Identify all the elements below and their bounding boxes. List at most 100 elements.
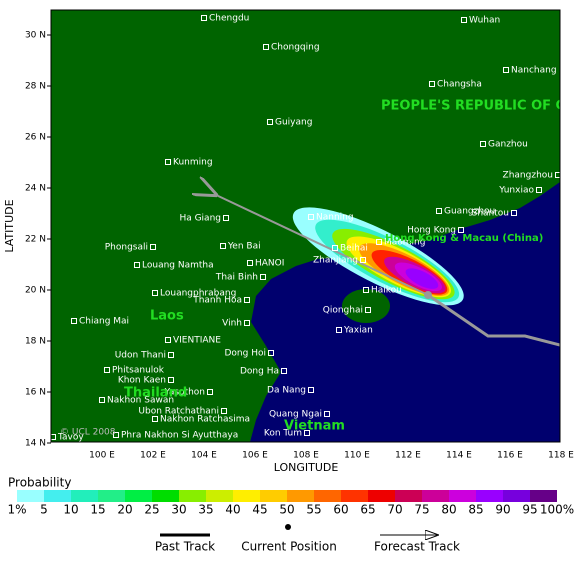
city-marker <box>247 260 253 266</box>
region-label: Hong Kong & Macau (China) <box>385 233 543 244</box>
lat-tick-label: 18 N <box>25 337 46 347</box>
city-marker <box>363 287 369 293</box>
lon-tick-label: 110 E <box>344 451 370 461</box>
city-label: Louangphrabang <box>160 289 236 299</box>
city-marker <box>260 274 266 280</box>
legend-item: Past Track <box>155 540 215 554</box>
colorbar-label: 100% <box>540 503 574 517</box>
lon-tick-label: 100 E <box>89 451 115 461</box>
city-label: Da Nang <box>267 386 306 396</box>
copyright: © UCL 2008 <box>60 428 116 438</box>
city-label: HANOI <box>255 259 284 269</box>
city-marker <box>207 389 213 395</box>
city-label: Zhanjiang <box>313 256 358 266</box>
city-marker <box>104 367 110 373</box>
hainan <box>342 289 390 323</box>
city-marker <box>165 159 171 165</box>
forecast-track <box>214 194 429 296</box>
city-label: VIENTIANE <box>173 336 221 346</box>
colorbar-cell <box>260 490 287 502</box>
x-axis-title: LONGITUDE <box>274 461 339 474</box>
city-label: Khon Kaen <box>118 376 166 386</box>
city-marker <box>332 245 338 251</box>
colorbar-cell <box>368 490 395 502</box>
colorbar-label: 5 <box>40 503 48 517</box>
lon-tick-label: 118 E <box>548 451 574 461</box>
city-label: Zhangzhou <box>503 171 553 181</box>
city-label: Dong Hoi <box>225 349 267 359</box>
city-label: Phra Nakhon Si Ayutthaya <box>121 431 238 441</box>
city-label: Guiyang <box>275 118 312 128</box>
city-marker <box>268 350 274 356</box>
colorbar-label: 75 <box>414 503 429 517</box>
city-label: Maoming <box>384 238 425 248</box>
city-label: Qionghai <box>323 306 363 316</box>
city-label: Thanh Hoa <box>192 296 242 306</box>
sea <box>250 182 560 442</box>
city-label: Wuhan <box>469 16 500 26</box>
colorbar-label: 80 <box>441 503 456 517</box>
cities: Chengdu Wuhan Chongqing Nanchang Changsha Gui… <box>51 14 560 443</box>
city-marker <box>201 15 207 21</box>
colorbar-cell <box>206 490 233 502</box>
legend-item: Current Position <box>241 540 337 554</box>
colorbar-label: 25 <box>144 503 159 517</box>
city-marker <box>168 377 174 383</box>
city-marker <box>555 172 560 178</box>
city-label: Ha Giang <box>179 214 221 224</box>
colorbar-label: 45 <box>252 503 267 517</box>
city-label: Nanchang <box>511 66 557 76</box>
lat-tick-label: 30 N <box>25 31 46 41</box>
city-marker <box>150 244 156 250</box>
current-position-key <box>285 524 291 530</box>
current-position <box>424 291 432 299</box>
city-label: Vinh <box>222 319 242 329</box>
city-marker <box>304 430 310 436</box>
colorbar-cell <box>233 490 260 502</box>
map-area: Chengdu Wuhan Chongqing Nanchang Changsha Gui… <box>51 10 560 443</box>
city-marker <box>152 290 158 296</box>
city-marker <box>324 411 330 417</box>
colorbar-label: 85 <box>468 503 483 517</box>
city-marker <box>281 368 287 374</box>
city-marker <box>134 262 140 268</box>
city-marker <box>360 257 366 263</box>
legend-item: Forecast Track <box>374 540 460 554</box>
legend-title: Probability <box>8 476 71 490</box>
city-marker <box>436 208 442 214</box>
city-label: Yasothon <box>164 388 205 398</box>
colorbar-label: 90 <box>495 503 510 517</box>
city-marker <box>365 307 371 313</box>
city-marker <box>168 352 174 358</box>
lat-tick-label: 20 N <box>25 286 46 296</box>
probability-swath <box>292 207 464 306</box>
y-axis-title: LATITUDE <box>3 199 16 252</box>
lat-tick-label: 24 N <box>25 184 46 194</box>
city-label: Chengdu <box>209 14 249 24</box>
lat-tick-label: 26 N <box>25 133 46 143</box>
past-track <box>427 293 560 347</box>
city-marker <box>376 239 382 245</box>
city-label: Yaxian <box>343 326 373 336</box>
colorbar-label: 1% <box>7 503 26 517</box>
map-frame <box>50 9 561 443</box>
city-label: Tavoy <box>57 433 84 443</box>
city-label: Dong Ha <box>240 367 279 377</box>
city-label: Kunming <box>173 158 213 168</box>
city-marker <box>152 416 158 422</box>
city-marker <box>480 141 486 147</box>
lat-tick-label: 28 N <box>25 82 46 92</box>
city-label: Quang Ngai <box>269 410 322 420</box>
city-marker <box>461 17 467 23</box>
region-label: Laos <box>150 309 184 324</box>
city-marker <box>51 434 56 440</box>
lon-tick-label: 108 E <box>293 451 319 461</box>
lat-tick-label: 22 N <box>25 235 46 245</box>
colorbar-cell <box>503 490 530 502</box>
lon-tick-label: 114 E <box>446 451 472 461</box>
city-label: Nakhon Ratchasima <box>160 415 250 425</box>
colorbar-label: 55 <box>306 503 321 517</box>
lon-tick-label: 104 E <box>191 451 217 461</box>
city-marker <box>221 408 227 414</box>
colorbar-cell <box>422 490 449 502</box>
